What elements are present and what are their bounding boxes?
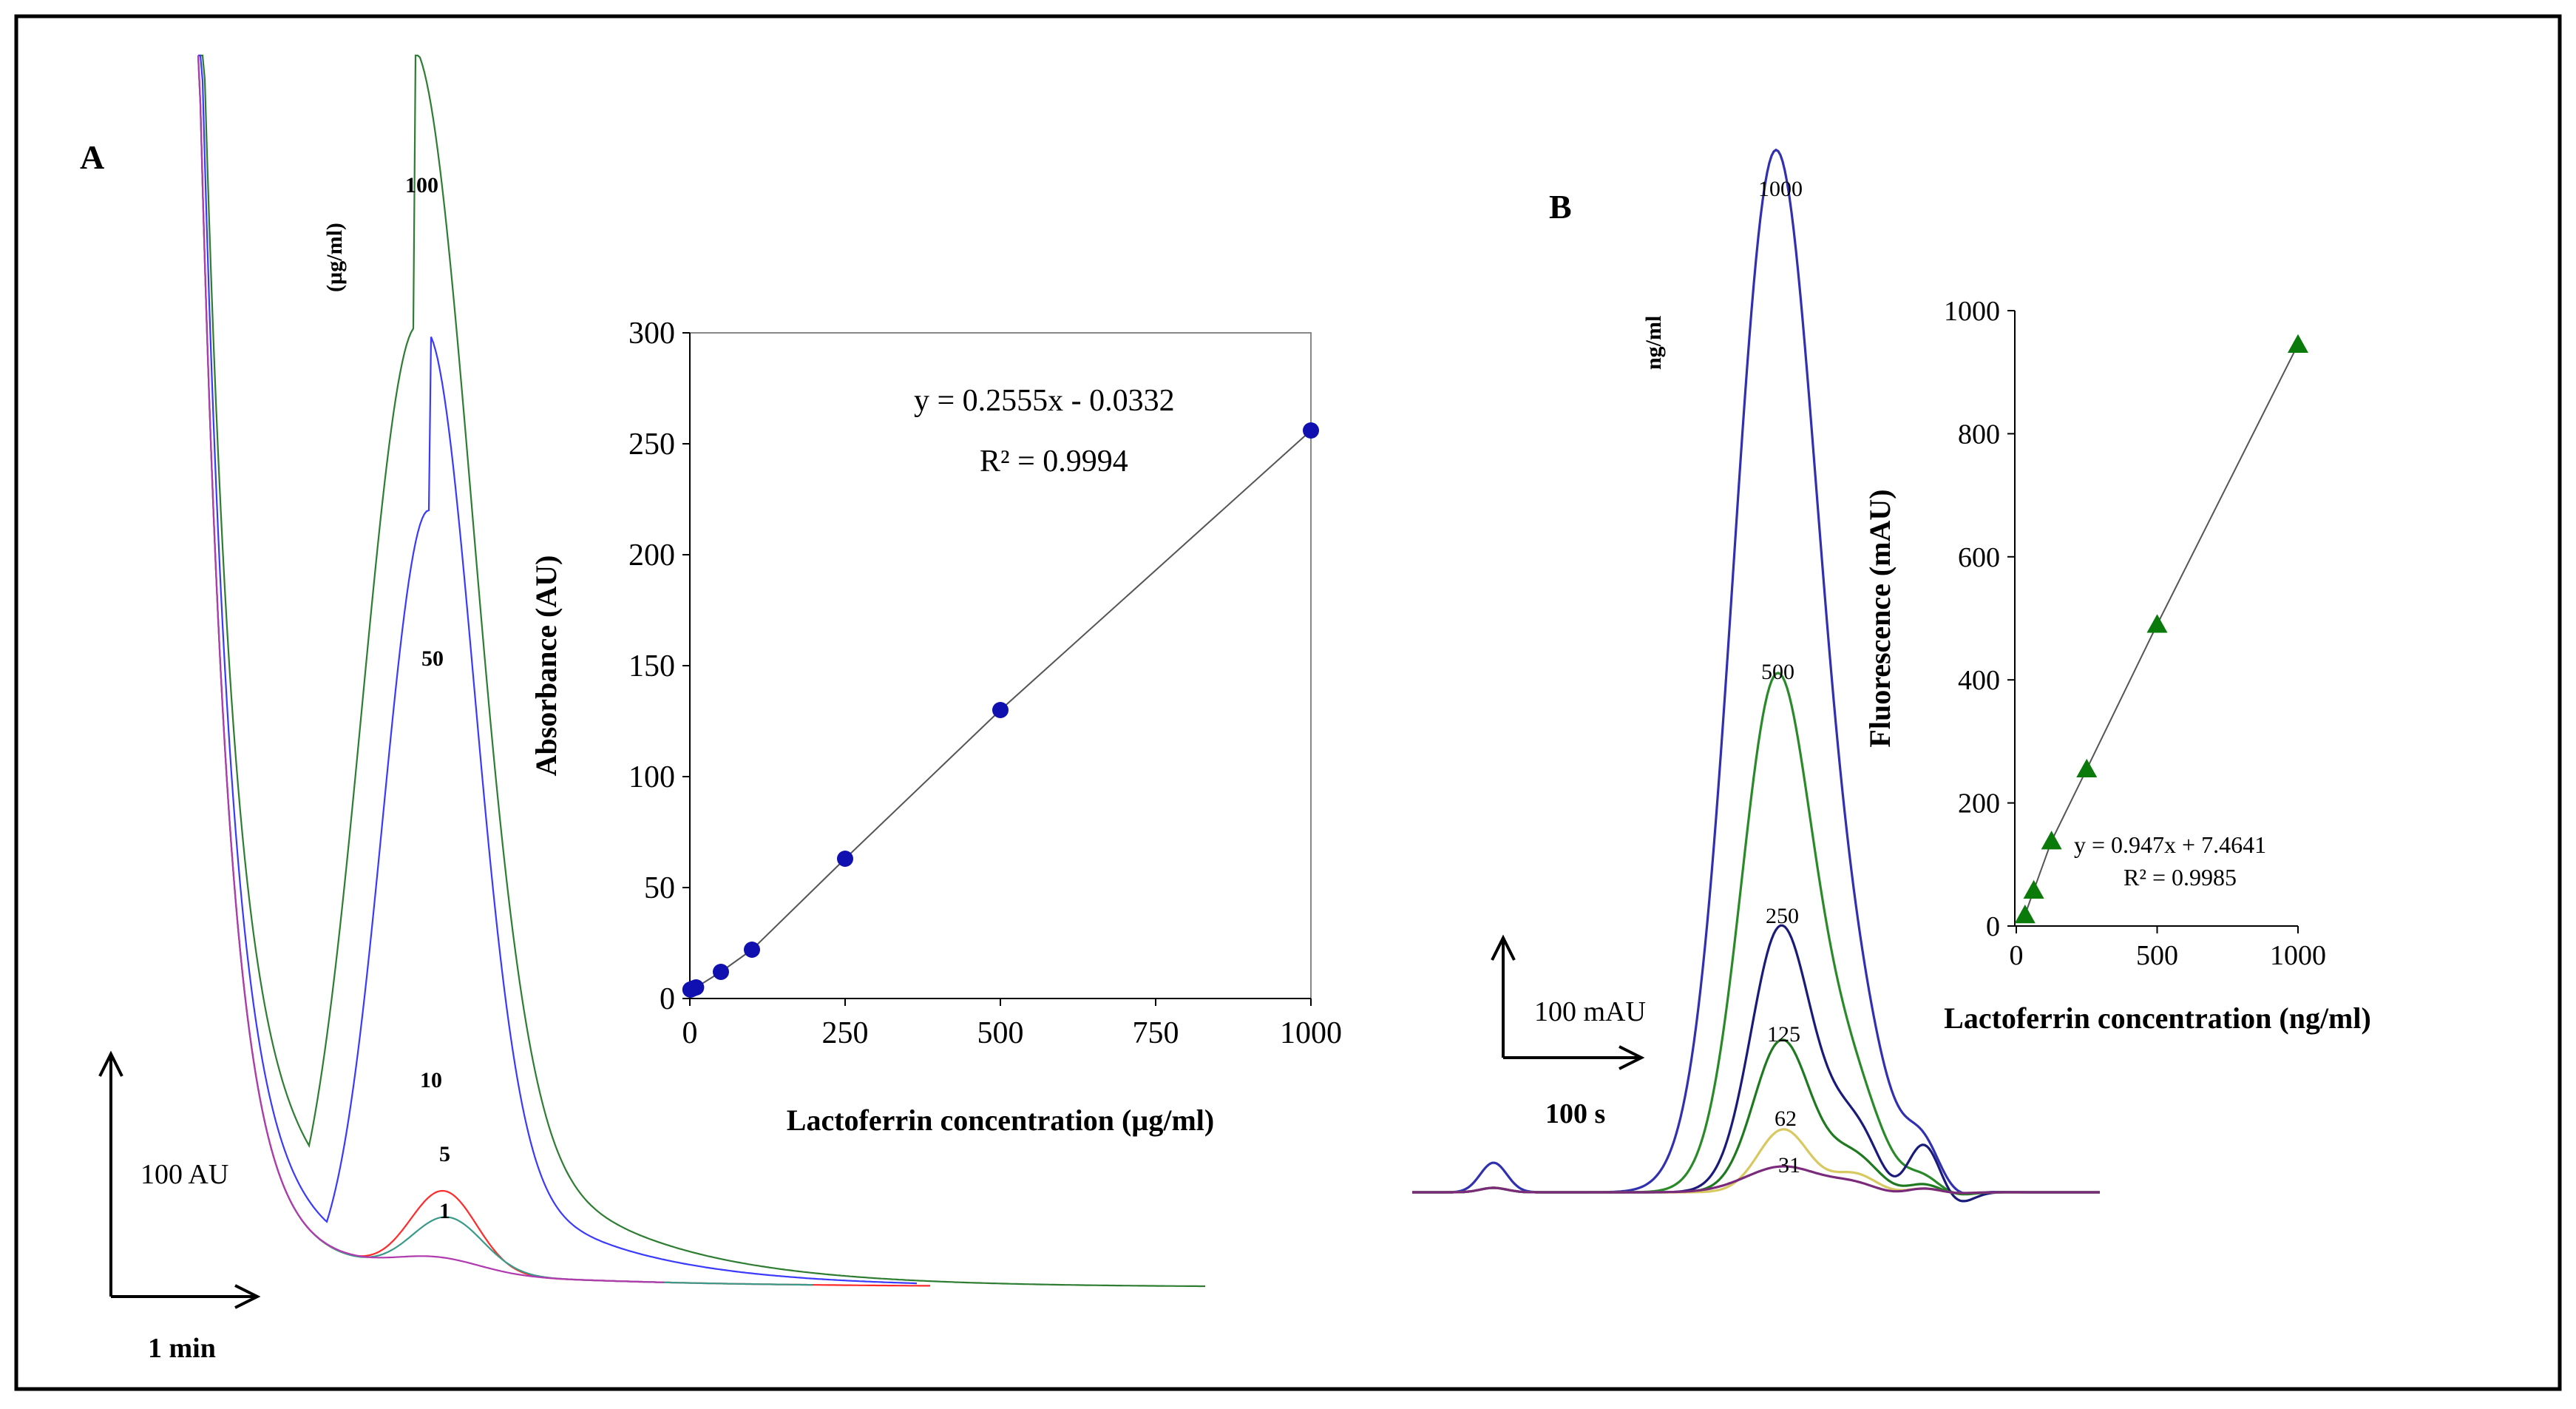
chart-a-plot-frame: [689, 332, 1312, 999]
chart-a-point: [744, 942, 760, 958]
chart-b-r2: R² = 0.9985: [2123, 864, 2237, 891]
chart-a-r2: R² = 0.9994: [980, 445, 1128, 479]
trace-50-ug: [198, 54, 918, 1285]
chart-a-xtick-label: 250: [822, 1016, 869, 1050]
panel-b: B ng/ml 1000 500 250 125 62 31 100 mAU 1…: [1412, 148, 2371, 1203]
chart-b-ticks: 0 200 400 600 800 1000 0 500 1000: [1944, 296, 2326, 971]
chart-a-ytick-label: 0: [660, 982, 675, 1016]
scale-y-label-b: 100 mAU: [1534, 996, 1646, 1027]
chart-b-ytick-label: 0: [1986, 911, 2000, 942]
chart-a-point: [713, 964, 729, 980]
peak-label-1000: 1000: [1758, 177, 1803, 201]
peak-label-250: 250: [1766, 904, 1799, 928]
chart-b-point: [2041, 831, 2062, 850]
peak-label-5: 5: [439, 1142, 450, 1166]
chart-b-ylabel: Fluorescence (mAU): [1863, 489, 1897, 747]
chart-b-xtick-label: 1000: [2270, 940, 2326, 971]
chart-a-xlabel: Lactoferrin concentration (µg/ml): [787, 1104, 1214, 1137]
chart-a-points: [682, 422, 1319, 998]
peak-label-50: 50: [421, 646, 444, 671]
chart-a-ylabel: Absorbance (AU): [529, 555, 563, 777]
chart-a-xtick-label: 500: [977, 1016, 1024, 1050]
panel-b-chromatograms: [1412, 148, 2100, 1203]
chart-b-ytick-label: 800: [1958, 419, 2000, 450]
trace-1-ug: [197, 55, 665, 1283]
panel-a: A (µg/ml) 100 50 10 5 1 100 AU 1 min 0 50…: [80, 54, 1342, 1364]
chart-a-xtick-label: 1000: [1280, 1016, 1342, 1050]
chart-b-xlabel: Lactoferrin concentration (ng/ml): [1944, 1001, 2371, 1035]
scale-x-label-a: 1 min: [148, 1333, 216, 1364]
calibration-chart-a: 0 50 100 150 200 250 300 0 250 500 750 1000 y = 0.2…: [529, 317, 1342, 1137]
panel-a-chromatograms: [197, 54, 1205, 1288]
chart-a-point: [688, 979, 705, 996]
chart-a-xtick-label: 750: [1133, 1016, 1179, 1050]
chart-a-ytick-label: 300: [628, 317, 675, 351]
figure-border: [14, 14, 2562, 1391]
peak-label-10: 10: [420, 1068, 442, 1092]
chart-b-ytick-label: 1000: [1944, 296, 2000, 327]
chart-a-point: [1303, 422, 1319, 439]
peak-label-62: 62: [1775, 1106, 1797, 1131]
scale-y-label-a: 100 AU: [140, 1159, 228, 1190]
chart-b-point: [2014, 905, 2036, 924]
chart-b-point: [2288, 334, 2308, 353]
peak-label-125: 125: [1767, 1022, 1800, 1047]
chart-a-ytick-label: 100: [628, 760, 675, 794]
panel-b-label: B: [1549, 188, 1572, 226]
peak-label-31: 31: [1778, 1153, 1800, 1177]
chart-a-ticks: 0 50 100 150 200 250 300 0 250 500 750 1000: [628, 317, 1342, 1050]
scale-x-label-b: 100 s: [1545, 1098, 1605, 1129]
trace-100-ug: [198, 54, 1205, 1288]
chart-b-ytick-label: 200: [1958, 788, 2000, 820]
chart-b-point: [2146, 614, 2168, 633]
panel-b-scale-bar: [1491, 934, 1645, 1070]
panel-a-unit-label: (µg/ml): [322, 223, 347, 292]
peak-label-1: 1: [439, 1199, 450, 1223]
peak-label-500: 500: [1761, 660, 1794, 684]
chart-a-xtick-label: 0: [682, 1016, 698, 1050]
peak-label-100: 100: [405, 173, 438, 197]
chart-a-ytick-label: 150: [628, 649, 675, 683]
chart-b-ytick-label: 400: [1958, 665, 2000, 696]
panel-a-scale-bar: [98, 1050, 261, 1309]
chart-b-xtick-label: 500: [2136, 940, 2178, 971]
chart-b-point: [2023, 879, 2044, 899]
chart-a-equation: y = 0.2555x - 0.0332: [914, 384, 1175, 418]
chart-b-points: [2014, 334, 2308, 924]
chart-a-point: [992, 702, 1009, 718]
chart-a-ytick-label: 200: [628, 538, 675, 572]
trace-31-ng: [1412, 1165, 2100, 1195]
panel-b-unit-label: ng/ml: [1641, 316, 1666, 370]
trace-250-ng: [1412, 924, 2100, 1203]
panel-a-label: A: [80, 138, 104, 176]
chart-b-equation: y = 0.947x + 7.4641: [2074, 831, 2266, 858]
chart-b-ytick-label: 600: [1958, 542, 2000, 573]
chart-b-point: [2076, 758, 2098, 778]
chart-a-point: [837, 851, 853, 867]
chart-b-xtick-label: 0: [2010, 940, 2024, 971]
calibration-chart-b: 0 200 400 600 800 1000 0 500 1000 y = 0.947x + 7…: [1863, 296, 2371, 1035]
chart-a-ytick-label: 250: [628, 428, 675, 462]
chart-a-ytick-label: 50: [644, 871, 675, 905]
trace-125-ng: [1412, 1038, 2100, 1195]
